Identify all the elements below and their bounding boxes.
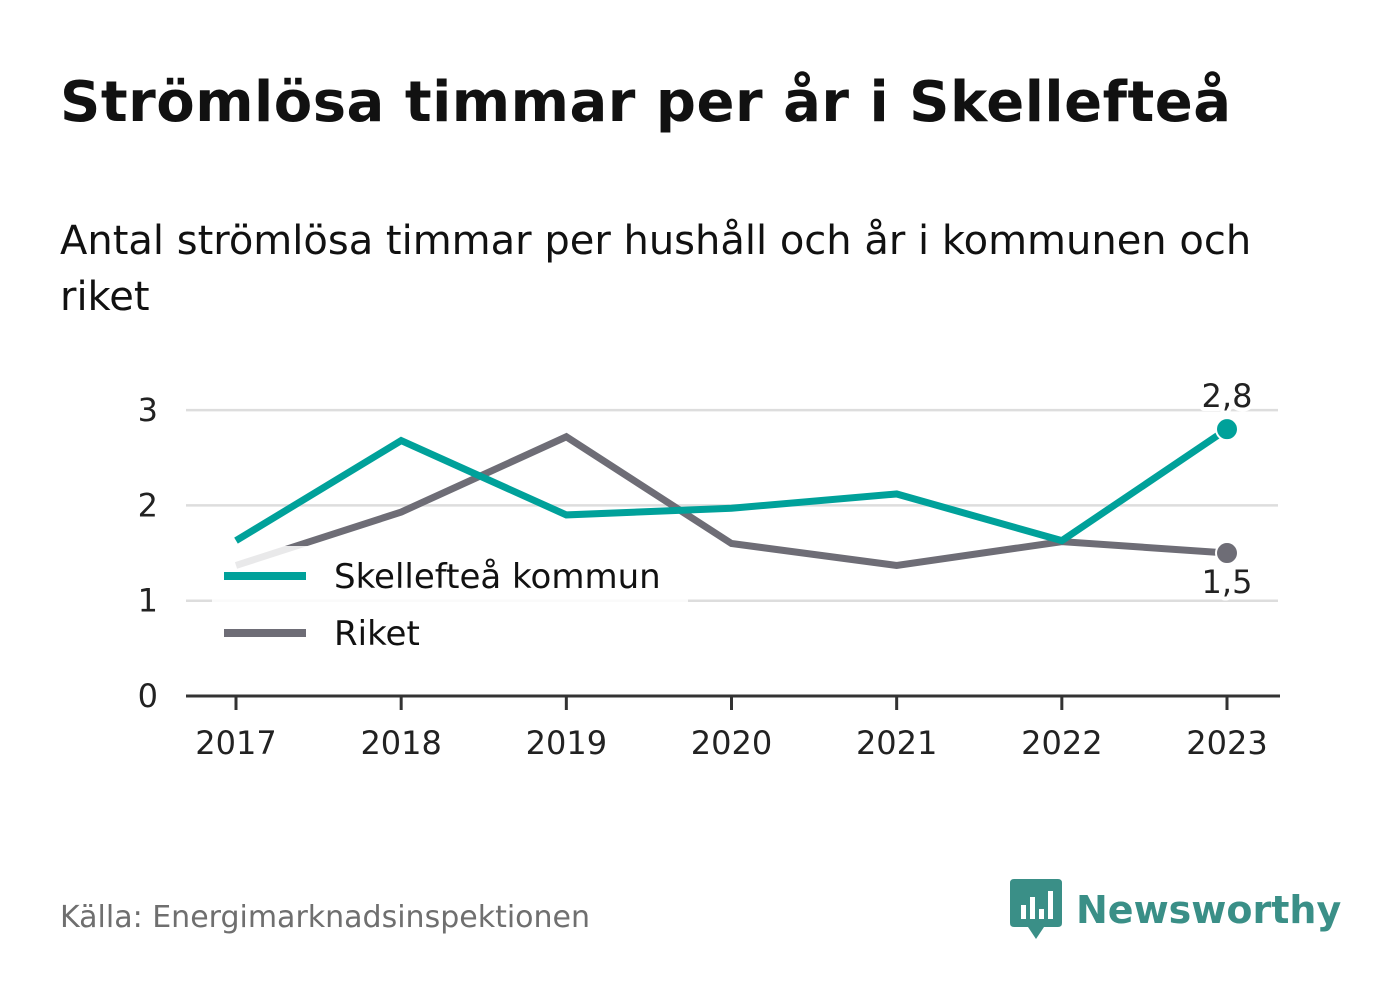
source-note: Källa: Energimarknadsinspektionen [60, 900, 591, 935]
brand-name: Newsworthy [1076, 888, 1342, 932]
brand-logo: Newsworthy [1010, 878, 1341, 942]
data-label: 1,5 [1202, 563, 1253, 601]
x-tick-label: 2017 [195, 724, 276, 762]
x-tick-label: 2020 [691, 724, 772, 762]
x-tick-label: 2018 [360, 724, 441, 762]
series-line-kommun [234, 426, 1229, 545]
legend-label: Skellefteå kommun [334, 557, 661, 597]
x-tick-label: 2019 [526, 724, 607, 762]
x-tick-label: 2021 [856, 724, 937, 762]
legend-label: Riket [334, 614, 420, 654]
x-tick-label: 2022 [1021, 724, 1102, 762]
data-label: 2,8 [1202, 377, 1253, 415]
chart-subtitle: Antal strömlösa timmar per hushåll och å… [60, 218, 1252, 320]
newsworthy-logo-icon [1010, 879, 1062, 939]
chart-title: Strömlösa timmar per år i Skellefteå [60, 70, 1232, 135]
y-tick-label: 3 [138, 391, 158, 429]
y-tick-label: 1 [138, 582, 158, 620]
y-tick-label: 0 [138, 677, 158, 715]
y-tick-label: 2 [138, 486, 158, 524]
x-tick-label: 2023 [1186, 724, 1267, 762]
series-end-point [1215, 541, 1239, 566]
series-end-point [1215, 417, 1239, 442]
